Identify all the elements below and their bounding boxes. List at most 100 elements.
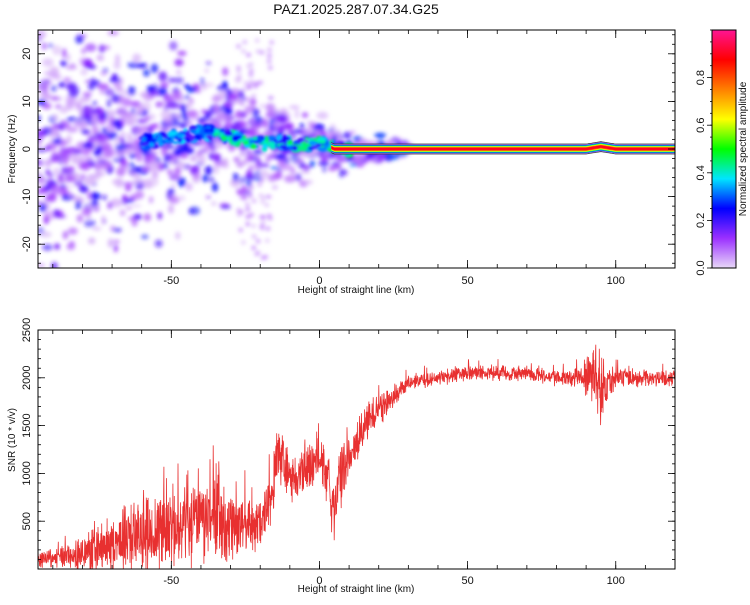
spectrogram-cell <box>172 141 179 145</box>
spectrogram-cell <box>221 164 230 169</box>
spectrogram-cell <box>236 44 241 49</box>
spectrogram-xtick-label: 0 <box>316 275 322 287</box>
spectrogram-cell <box>86 191 92 201</box>
spectrogram-cell <box>341 169 348 176</box>
spectrogram-cell <box>66 243 76 251</box>
spectrogram-cell <box>110 198 123 208</box>
spectrogram-cell <box>211 201 217 206</box>
spectrogram-cell <box>238 228 243 232</box>
spectrogram-cell <box>85 94 90 98</box>
spectrogram-cell <box>47 192 57 202</box>
spectrogram-cell <box>278 125 286 130</box>
spectrogram-cell <box>52 45 62 56</box>
spectrogram-cell <box>246 180 252 187</box>
spectrogram-cell <box>141 136 147 142</box>
spectrogram-cell <box>101 215 106 226</box>
spectrogram-cell <box>92 101 97 106</box>
spectrogram-cell <box>160 81 169 89</box>
spectrogram-cell <box>136 119 148 123</box>
spectrogram-cell <box>267 132 272 137</box>
spectrogram-cell <box>224 129 231 134</box>
spectrogram-cell <box>122 181 135 187</box>
spectrogram-cell <box>149 143 155 147</box>
spectrogram-cell <box>200 77 205 86</box>
spectrogram-cell <box>247 84 252 89</box>
spectrogram-cell <box>73 179 84 187</box>
spectrogram-cell <box>257 182 262 187</box>
spectrogram-cell <box>162 134 169 139</box>
spectrogram-cell <box>312 150 320 156</box>
spectrogram-cell <box>299 128 309 136</box>
colorbar-ticks: 0.0 0.2 0.4 0.6 0.8 <box>695 29 712 276</box>
spectrogram-cell <box>149 196 154 204</box>
spectrogram-cell <box>132 53 142 63</box>
spectrogram-cell <box>201 174 209 183</box>
spectrogram-cell <box>131 107 135 114</box>
spectrogram-ytick-label: 10 <box>21 95 33 107</box>
spectrogram-cell <box>265 104 276 109</box>
spectrogram-cell <box>265 195 272 199</box>
spectrogram-cell <box>259 178 265 183</box>
spectrogram-cell <box>211 182 219 192</box>
spectrogram-cell <box>80 161 91 171</box>
spectrogram-cell <box>168 204 174 214</box>
spectrogram-cell <box>137 124 148 135</box>
spectrogram-cell <box>38 189 48 193</box>
spectrogram-cell <box>223 115 234 122</box>
spectrogram-cell <box>242 196 247 201</box>
spectrogram-cell <box>195 89 202 94</box>
spectrogram-cell <box>175 231 181 240</box>
spectrogram-cell <box>58 158 64 166</box>
spectrogram-ytick-label: -20 <box>21 236 33 252</box>
spectrogram-cell <box>96 134 107 144</box>
spectrogram-cell <box>79 184 89 193</box>
spectrogram-cell <box>53 73 62 81</box>
spectrogram-cell <box>91 199 99 207</box>
spectrogram-cell <box>297 138 305 143</box>
spectrogram-cell <box>93 80 100 85</box>
spectrogram-cell <box>148 123 158 130</box>
spectrogram-cell <box>112 239 120 244</box>
spectrogram-cell <box>38 163 44 167</box>
spectrogram-cell <box>151 170 159 179</box>
spectrogram-cell <box>64 175 76 182</box>
spectrogram-cell <box>62 230 69 240</box>
spectrogram-cell <box>299 170 311 174</box>
spectrogram-cell <box>174 58 184 67</box>
spectrogram-cell <box>241 240 246 245</box>
spectrogram-cell <box>105 123 116 134</box>
spectrogram-cell <box>124 185 132 192</box>
spectrogram-cell <box>245 157 251 162</box>
spectrogram-cell <box>38 148 47 152</box>
spectrogram-cell <box>55 152 64 158</box>
spectrogram-cell <box>316 111 329 120</box>
spectrogram-cell <box>240 150 246 155</box>
spectrogram-cell <box>199 146 205 150</box>
spectrogram-cell <box>175 70 182 75</box>
spectrogram-cell <box>158 162 164 172</box>
spectrogram-cell <box>265 226 271 231</box>
spectrogram-cell <box>249 184 254 191</box>
spectrogram-cell <box>197 154 207 165</box>
spectrogram-cell <box>116 151 122 159</box>
spectrogram-cell <box>144 133 154 140</box>
spectrogram-cell <box>195 141 203 146</box>
spectrogram-cell <box>185 129 190 136</box>
spectrogram-cell <box>180 104 187 113</box>
spectrogram-cell <box>71 154 83 163</box>
spectrogram-cell <box>373 158 383 164</box>
spectrogram-cell <box>135 182 145 190</box>
spectrogram-cell <box>107 131 118 140</box>
spectrogram-cell <box>194 133 202 141</box>
colorbar-tick-label: 0.0 <box>695 260 707 275</box>
spectrogram-cell <box>260 255 266 260</box>
spectrogram-cell <box>252 136 258 141</box>
spectrogram-cell <box>262 118 269 129</box>
spectrogram-cell <box>246 52 251 57</box>
spectrogram-cell <box>253 127 258 132</box>
colorbar-tick-label: 0.8 <box>695 70 707 85</box>
spectrogram-cell <box>106 98 111 108</box>
spectrogram-cell <box>247 214 252 219</box>
spectrogram-cell <box>107 30 119 36</box>
spectrogram-cell <box>249 68 254 73</box>
